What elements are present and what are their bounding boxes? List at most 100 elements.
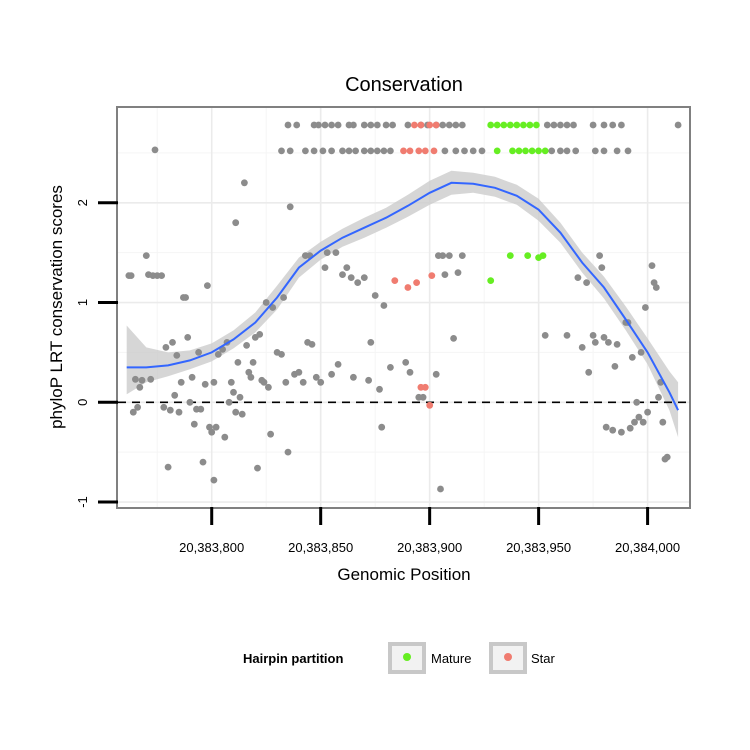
mature-point	[487, 277, 495, 284]
other-point	[563, 121, 571, 129]
other-point	[302, 147, 309, 155]
mature-point	[528, 147, 536, 155]
other-point	[345, 147, 353, 155]
y-tick-label: 1	[75, 299, 90, 306]
other-point	[132, 375, 139, 383]
other-point	[441, 271, 449, 278]
legend-swatch-star	[504, 653, 512, 661]
other-point	[605, 339, 612, 346]
star-point	[406, 147, 414, 155]
other-point	[321, 264, 329, 271]
other-point	[195, 349, 203, 356]
y-tick-label: 0	[75, 399, 90, 406]
other-point	[204, 282, 211, 289]
other-point	[380, 147, 388, 155]
other-point	[129, 408, 137, 416]
other-point	[585, 368, 593, 376]
x-axis-title: Genomic Position	[337, 565, 470, 584]
star-point	[413, 279, 420, 286]
other-point	[267, 430, 274, 438]
other-point	[548, 147, 556, 155]
other-point	[360, 147, 368, 155]
star-point	[411, 121, 418, 129]
other-point	[321, 121, 329, 129]
other-point	[227, 378, 235, 386]
chart-title: Conservation	[345, 74, 463, 96]
other-point	[278, 351, 285, 358]
other-point	[458, 121, 466, 129]
other-point	[550, 121, 558, 129]
other-point	[389, 121, 396, 129]
x-tick-label: 20,383,950	[506, 540, 571, 555]
other-point	[633, 398, 641, 406]
other-point	[600, 147, 608, 155]
star-point	[426, 401, 434, 409]
other-point	[600, 334, 608, 341]
legend: Hairpin partition Mature Star	[243, 642, 556, 674]
star-point	[426, 121, 434, 129]
other-point	[232, 408, 240, 416]
other-point	[404, 121, 412, 129]
other-point	[243, 342, 251, 349]
mature-point	[541, 147, 549, 155]
other-point	[188, 373, 196, 381]
other-point	[578, 344, 586, 351]
other-point	[186, 398, 194, 406]
other-point	[308, 341, 316, 348]
other-point	[618, 428, 625, 436]
other-point	[360, 121, 368, 129]
other-point	[574, 274, 582, 281]
other-point	[175, 408, 183, 416]
other-point	[286, 203, 294, 211]
other-point	[221, 433, 229, 441]
other-point	[478, 147, 486, 155]
other-point	[626, 424, 634, 432]
other-point	[648, 262, 656, 269]
other-point	[280, 294, 287, 301]
other-point	[445, 252, 453, 259]
other-point	[644, 408, 651, 416]
other-point	[591, 147, 599, 155]
other-point	[674, 121, 682, 129]
other-point	[387, 364, 394, 371]
other-point	[452, 121, 460, 129]
other-point	[350, 373, 357, 381]
data-points	[125, 121, 682, 493]
other-point	[600, 121, 608, 129]
star-point	[432, 121, 440, 129]
other-point	[334, 361, 342, 368]
other-point	[628, 354, 636, 361]
other-point	[284, 448, 292, 456]
other-point	[376, 385, 383, 393]
other-point	[406, 368, 414, 376]
mature-point	[493, 121, 501, 129]
other-point	[624, 147, 632, 155]
legend-label-star: Star	[531, 651, 556, 666]
other-point	[282, 378, 290, 386]
other-point	[631, 418, 638, 426]
other-point	[347, 274, 355, 281]
mature-point	[535, 147, 542, 155]
other-point	[136, 383, 144, 391]
other-point	[609, 121, 617, 129]
other-point	[214, 351, 222, 358]
other-point	[284, 121, 292, 129]
other-point	[602, 423, 610, 431]
other-point	[254, 464, 261, 472]
star-point	[421, 383, 429, 391]
other-point	[182, 294, 190, 301]
other-point	[367, 147, 375, 155]
other-point	[441, 147, 449, 155]
panel-border	[116, 106, 691, 509]
other-point	[328, 121, 335, 129]
star-point	[428, 272, 436, 279]
star-point	[415, 147, 423, 155]
other-point	[299, 378, 307, 386]
other-point	[437, 485, 444, 493]
other-point	[655, 393, 662, 401]
other-point	[177, 378, 185, 386]
mature-point	[539, 252, 547, 259]
other-point	[210, 476, 218, 484]
other-point	[265, 383, 272, 391]
other-point	[160, 403, 168, 411]
